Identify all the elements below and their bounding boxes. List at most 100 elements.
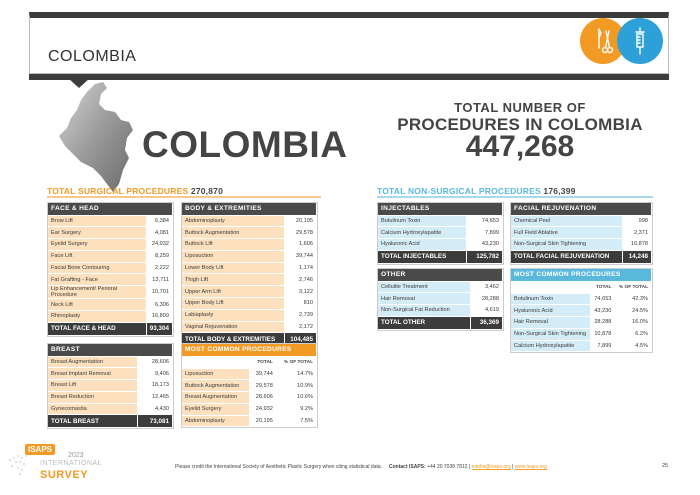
procedure-name: Hyaluronic Acid [511, 304, 592, 318]
procedure-value: 8,259 [146, 250, 174, 263]
table-row: Gynecomastia 4,430 [48, 403, 174, 416]
procedure-value: 2,739 [284, 309, 317, 322]
procedure-pct: 7.5% [276, 415, 318, 428]
page-title: COLOMBIA [48, 48, 137, 65]
common-surgical-table: MOST COMMON PROCEDURES TOTAL% OF TOTAL Lip… [181, 343, 318, 429]
table-title: MOST COMMON PROCEDURES [182, 344, 317, 357]
procedure-name: Upper Arm Lift [182, 285, 286, 299]
procedure-value: 7,899 [466, 226, 504, 240]
procedure-total: 43,230 [590, 304, 616, 318]
face-head-table: FACE & HEAD Brow Lift 6,384 Ear Surgery 4,08… [47, 202, 174, 337]
procedure-name: Buttock Augmentation [182, 226, 286, 240]
procedure-value: 4,430 [137, 403, 174, 416]
table-total-row: TOTAL FACE & HEAD 93,304 [48, 322, 174, 336]
procedure-total: 28,288 [590, 316, 616, 329]
procedure-value: 10,701 [146, 285, 174, 300]
non-surgical-total: 176,399 [543, 186, 576, 196]
header-notch [68, 78, 90, 88]
procedure-name: Full Field Ablative [511, 226, 624, 240]
procedure-value: 3,462 [470, 281, 504, 294]
credit-text: Please credit the International Society … [175, 464, 383, 470]
procedure-name: Liposuction [182, 250, 286, 263]
procedure-total: 20,195 [249, 415, 277, 428]
procedure-value: 18,173 [137, 379, 174, 392]
procedure-value: 29,578 [284, 226, 317, 240]
procedure-value: 16,809 [146, 310, 174, 323]
table-row: Abdominoplasty 20,195 7.5% [182, 415, 318, 428]
email-link[interactable]: media@isaps.org [471, 464, 511, 470]
table-row: Non-Surgical Skin Tightening 10,878 [511, 238, 652, 251]
table-title: MOST COMMON PROCEDURES [511, 269, 652, 282]
table-row: Labiaplasty 2,739 [182, 309, 317, 322]
procedure-name: Botulinum Toxin [378, 215, 467, 228]
total-label: TOTAL OTHER [378, 316, 471, 330]
procedure-value: 28,288 [470, 292, 504, 306]
procedure-name: Calcium Hydroxylapatite [511, 340, 592, 353]
procedure-name: Hair Removal [378, 292, 471, 306]
procedure-value: 6,384 [146, 215, 174, 228]
procedure-name: Botulinum Toxin [511, 293, 592, 306]
total-label: TOTAL BREAST [48, 414, 138, 429]
table-row: Ear Surgery 4,081 [48, 226, 174, 240]
website-link[interactable]: www.isaps.org [514, 464, 547, 470]
procedure-name: Fat Grafting - Face [48, 273, 147, 287]
procedure-value: 2,222 [146, 262, 174, 275]
procedure-name: Non-Surgical Fat Reduction [378, 304, 471, 317]
total-label: TOTAL FACIAL REJUVENATION [511, 250, 624, 264]
table-row: Face Lift 8,259 [48, 250, 174, 263]
table-row: Brow Lift 6,384 [48, 215, 174, 228]
total-label-line1: TOTAL NUMBER OF [454, 100, 586, 115]
table-title: FACE & HEAD [48, 203, 173, 216]
table-row: Lower Body Lift 1,174 [182, 262, 317, 275]
table-total-row: TOTAL FACIAL REJUVENATION 14,248 [511, 250, 652, 264]
contact-phone: +44 20 7038 7812 | [427, 464, 471, 470]
total-value: 93,304 [146, 322, 174, 336]
syringe-icon [635, 27, 645, 55]
procedure-value: 24,932 [146, 238, 174, 251]
procedure-pct: 10.9% [276, 379, 318, 393]
procedure-total: 10,878 [590, 328, 616, 341]
procedure-value: 28,606 [137, 356, 174, 369]
procedure-name: Hyaluronic Acid [378, 238, 467, 251]
procedure-pct: 42.3% [614, 293, 652, 306]
column-header-total: TOTAL [249, 356, 277, 369]
colombia-map-icon [59, 82, 133, 192]
procedure-name: Vaginal Rejuvenation [182, 321, 286, 334]
procedure-name: Eyelid Surgery [182, 403, 251, 416]
surgical-label: TOTAL SURGICAL PROCEDURES [47, 186, 189, 196]
procedure-name: Rhinoplasty [48, 310, 147, 323]
procedure-value: 43,230 [466, 238, 504, 251]
procedure-name: Hair Removal [511, 316, 592, 329]
header-divider [29, 74, 669, 80]
procedure-pct: 16.0% [614, 316, 652, 329]
total-value: 36,369 [470, 316, 504, 330]
surgical-rule [47, 196, 321, 198]
table-row: Vaginal Rejuvenation 2,172 [182, 321, 317, 334]
table-row: Full Field Ablative 2,371 [511, 226, 652, 240]
surgical-section-title: TOTAL SURGICAL PROCEDURES 270,870 [47, 186, 223, 196]
procedure-value: 3,122 [284, 285, 317, 299]
table-row: Upper Arm Lift 3,122 [182, 285, 317, 299]
procedure-pct: 14.7% [276, 368, 318, 381]
table-total-row: TOTAL OTHER 36,369 [378, 316, 504, 330]
scalpel-scissors-icon [598, 28, 614, 54]
other-table: OTHER Cellulite Treatment 3,462 Hair Remova… [377, 268, 504, 331]
procedure-pct: 9.2% [276, 403, 318, 416]
table-row: Calcium Hydroxylapatite 7,899 [378, 226, 504, 240]
procedure-name: Face Lift [48, 250, 147, 263]
procedure-name: Lip Enhancement/ Perioral Procedure [48, 285, 147, 300]
table-title: INJECTABLES [378, 203, 503, 216]
column-blank [511, 281, 592, 294]
non-surgical-section-title: TOTAL NON-SURGICAL PROCEDURES 176,399 [377, 186, 576, 196]
table-row: Hyaluronic Acid 43,230 [378, 238, 504, 251]
total-label: TOTAL FACE & HEAD [48, 322, 147, 336]
table-row: Lip Enhancement/ Perioral Procedure 10,70… [48, 285, 174, 300]
procedure-name: Abdominoplasty [182, 215, 286, 228]
table-row: Upper Body Lift 810 [182, 297, 317, 310]
isaps-logo: ISAPS [25, 444, 56, 455]
table-row: Breast Implant Removal 9,406 [48, 367, 174, 381]
procedure-value: 2,746 [284, 273, 317, 287]
procedure-total: 28,606 [249, 391, 277, 404]
column-blank [182, 356, 251, 369]
table-row: Calcium Hydroxylapatite 7,899 4.5% [511, 340, 652, 353]
